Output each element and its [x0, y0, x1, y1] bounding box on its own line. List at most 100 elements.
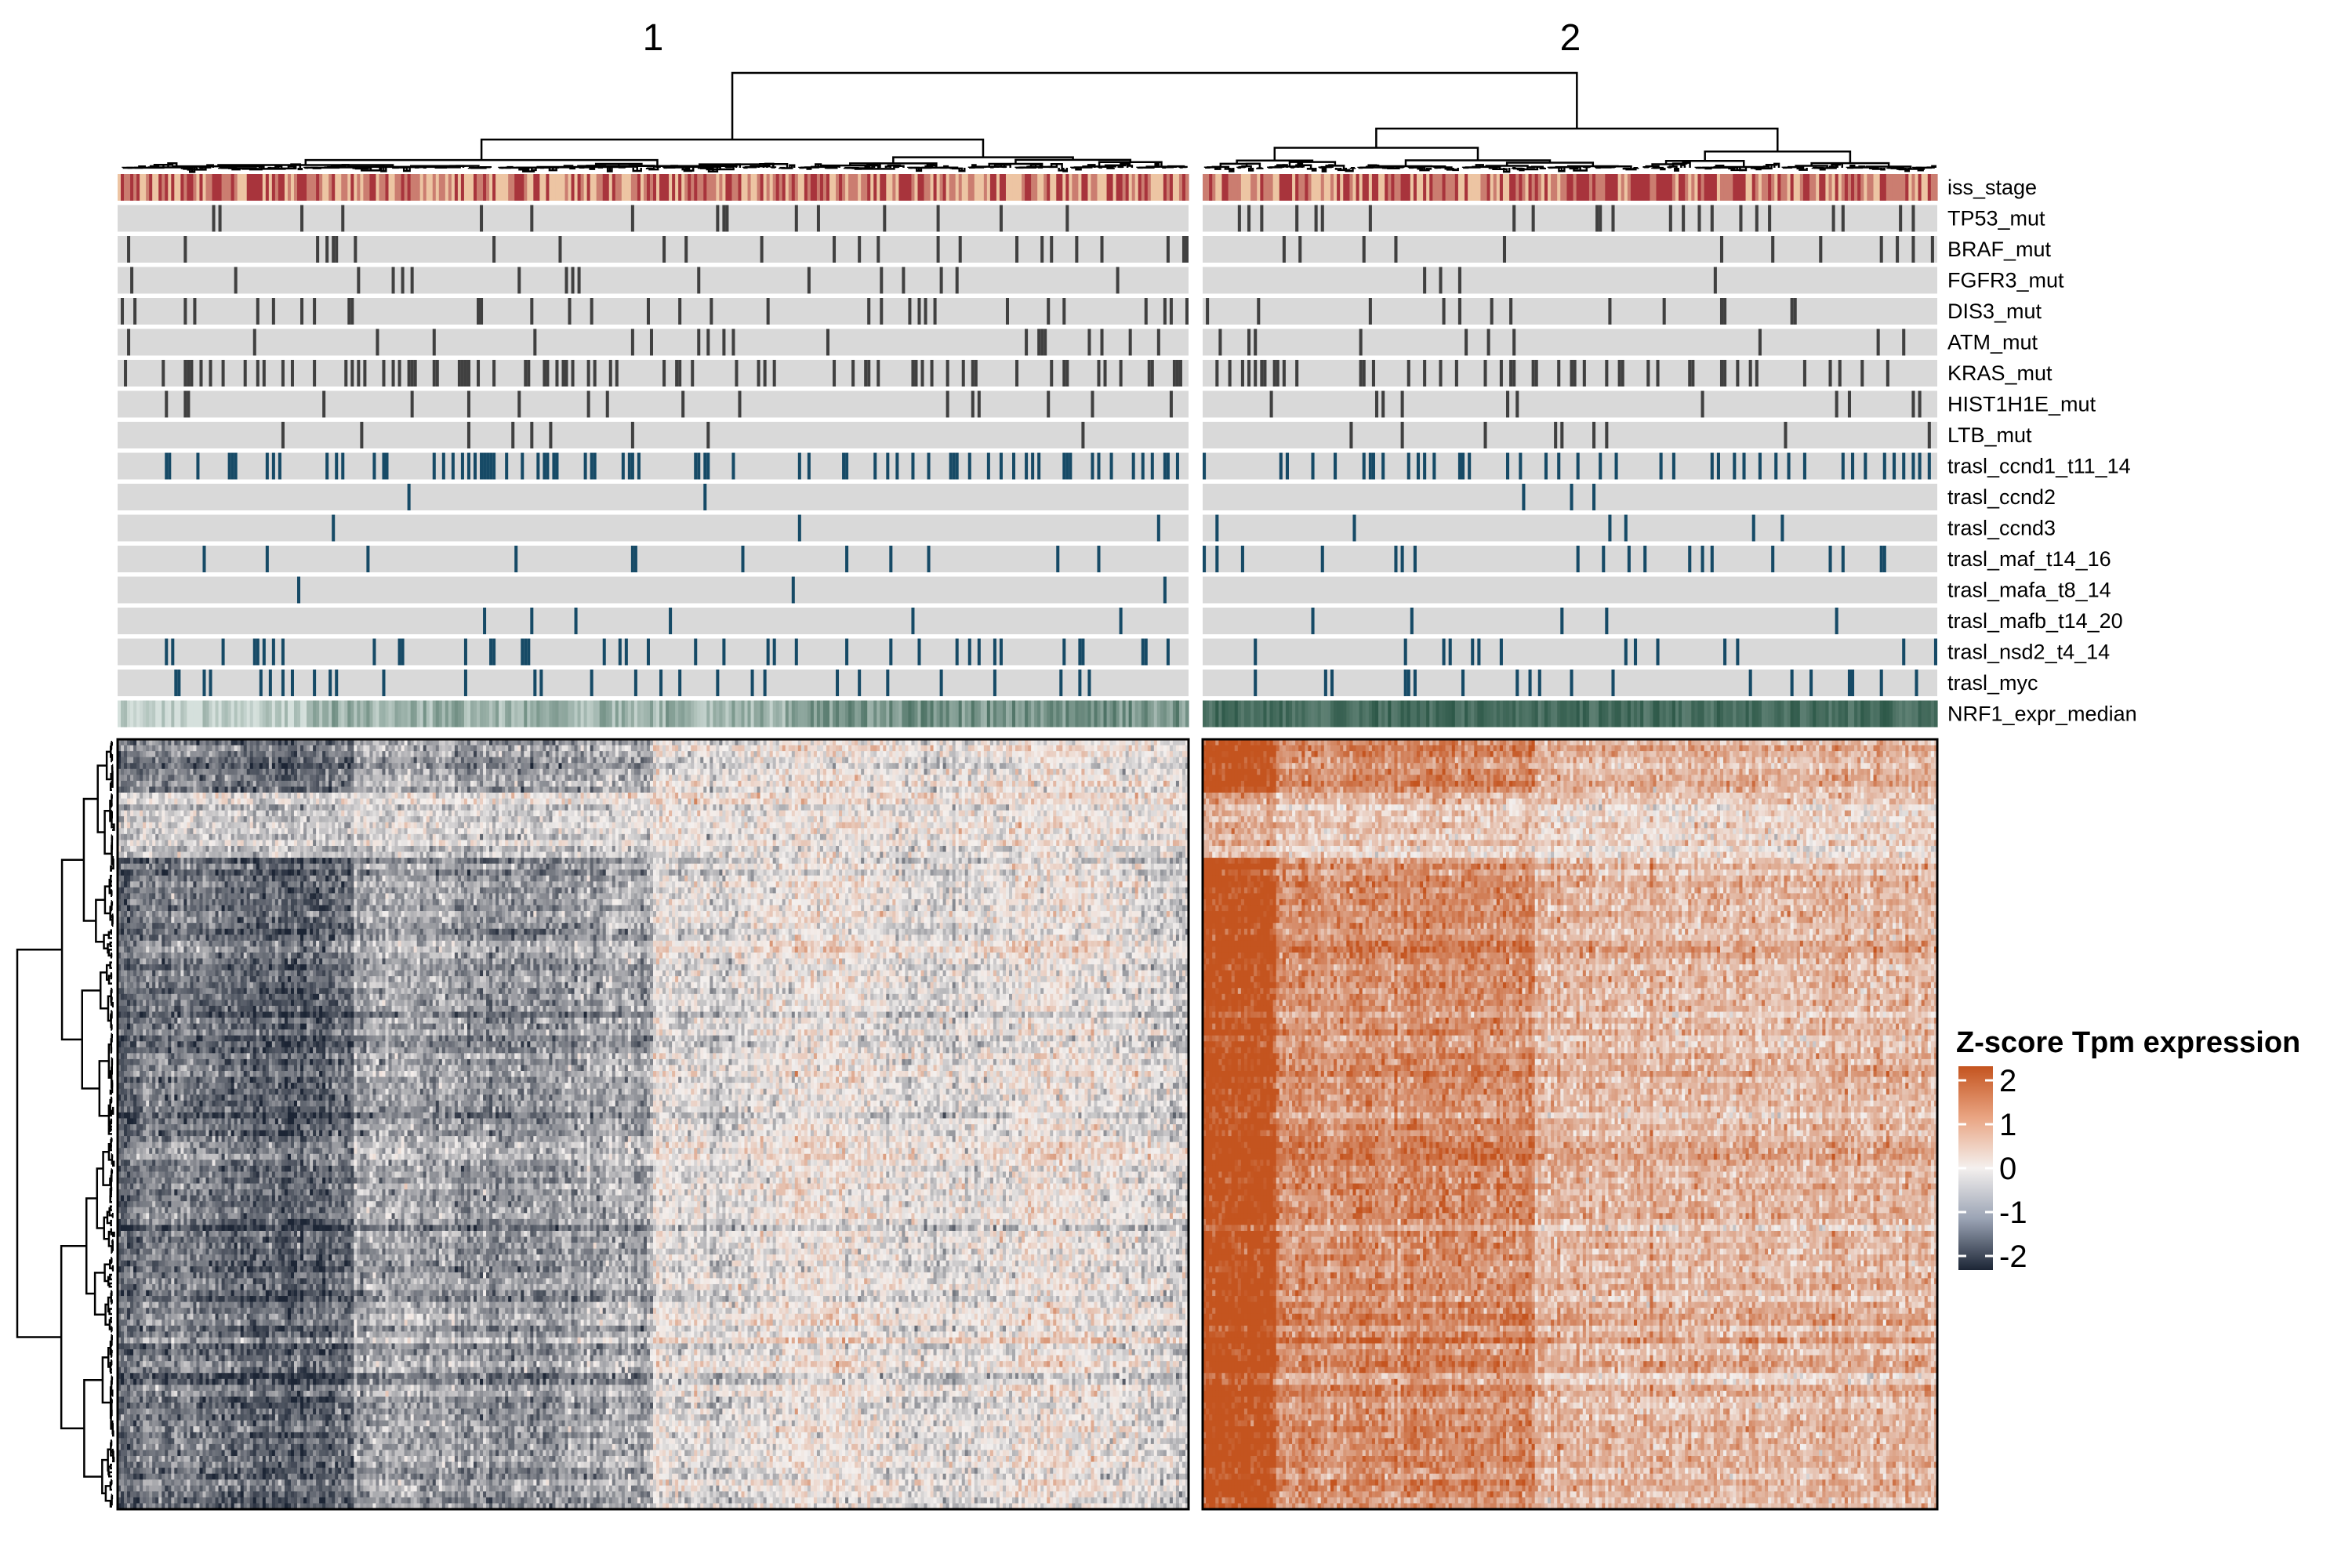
track-cell: [1250, 701, 1254, 728]
track-cell: [1864, 701, 1867, 728]
track-cell: [905, 174, 909, 201]
track-mark: [911, 453, 914, 480]
track-cell: [984, 701, 988, 728]
track-cell: [1461, 174, 1465, 201]
track-cell: [1132, 701, 1136, 728]
heatmap-cell: [684, 746, 688, 752]
track-cell: [1788, 174, 1791, 201]
track-cell: [1436, 174, 1439, 201]
track-mark: [1691, 360, 1694, 387]
track-cell: [1720, 701, 1724, 728]
track-cell: [700, 174, 704, 201]
track-cell: [656, 701, 660, 728]
track-cell: [209, 174, 213, 201]
track-mark: [1759, 329, 1762, 356]
track-mark: [1394, 236, 1397, 263]
track-mark: [1484, 422, 1487, 448]
track-cell: [1215, 174, 1219, 201]
track-cell: [1218, 701, 1222, 728]
track-cell: [502, 174, 506, 201]
track-mark: [212, 205, 216, 232]
track-mark: [1506, 453, 1509, 480]
track-cell: [1653, 701, 1657, 728]
track-cell: [1628, 701, 1632, 728]
track-mark: [1657, 639, 1660, 666]
track-cell: [1047, 174, 1051, 201]
track-cell: [1708, 174, 1711, 201]
track-cell: [786, 174, 789, 201]
track-cell: [1477, 174, 1481, 201]
heatmap-cell: [174, 746, 178, 752]
track-cell: [1232, 701, 1236, 728]
heatmap-cell: [1170, 746, 1174, 752]
track-cell: [1739, 701, 1743, 728]
heatmap-cell: [313, 746, 317, 752]
track-cell: [1126, 174, 1130, 201]
heatmap-cell: [908, 746, 912, 752]
heatmap-cell: [681, 746, 685, 752]
track-mark: [908, 298, 911, 325]
track-cell: [839, 701, 843, 728]
track-cell: [1015, 174, 1019, 201]
track-mark: [1819, 236, 1822, 263]
track-cell: [1503, 174, 1507, 201]
track-cell: [757, 174, 761, 201]
heatmap-cell: [940, 746, 944, 752]
track-cell: [1720, 174, 1724, 201]
track-cell: [1628, 174, 1632, 201]
track-cell: [1679, 174, 1682, 201]
track-cell: [486, 174, 490, 201]
track-mark: [1120, 608, 1123, 634]
track-mark: [1532, 360, 1535, 387]
heatmap-cell: [341, 751, 345, 757]
track-mark: [650, 329, 653, 356]
track-mark: [514, 546, 517, 572]
track-cell: [1028, 174, 1032, 201]
heatmap-cell: [136, 746, 140, 752]
track-mark: [1532, 205, 1535, 232]
track-mark: [1484, 360, 1487, 387]
track-cell: [1848, 701, 1852, 728]
heatmap-cell: [1173, 746, 1177, 752]
track-mark: [464, 360, 467, 387]
heatmap-cell: [405, 751, 408, 757]
heatmap-cell: [231, 746, 235, 752]
track-cell: [1487, 701, 1491, 728]
track-cell: [641, 701, 644, 728]
track-cell: [1570, 174, 1574, 201]
track-mark: [1509, 360, 1512, 387]
track-cell: [202, 701, 206, 728]
heatmap-cell: [552, 746, 556, 752]
track-cell: [1040, 701, 1044, 728]
heatmap-cell: [745, 746, 749, 752]
track-cell: [1040, 174, 1044, 201]
track-cell: [851, 701, 855, 728]
track-cell: [401, 174, 405, 201]
track-mark: [392, 267, 395, 294]
track-cell: [1375, 174, 1379, 201]
track-mark: [1129, 329, 1132, 356]
heatmap-cell: [256, 746, 260, 752]
track-mark: [697, 453, 700, 480]
track-mark: [489, 639, 492, 666]
track-cell: [1273, 174, 1277, 201]
track-mark: [165, 391, 168, 418]
track-background: [118, 422, 1189, 448]
heatmap-cell: [455, 746, 459, 752]
track-cell: [1592, 174, 1596, 201]
track-cell: [1185, 701, 1189, 728]
track-cell: [581, 174, 585, 201]
track-cell: [1101, 174, 1105, 201]
track-mark: [703, 484, 706, 510]
track-mark: [347, 298, 350, 325]
heatmap-cell: [405, 746, 408, 752]
track-mark: [1176, 453, 1179, 480]
track-mark: [1163, 298, 1167, 325]
track-cell: [653, 701, 657, 728]
track-cell: [889, 701, 893, 728]
track-cell: [1163, 174, 1167, 201]
heatmap-cell: [861, 746, 865, 752]
track-cell: [773, 701, 777, 728]
track-cell: [672, 174, 676, 201]
heatmap-cell: [1154, 746, 1158, 752]
